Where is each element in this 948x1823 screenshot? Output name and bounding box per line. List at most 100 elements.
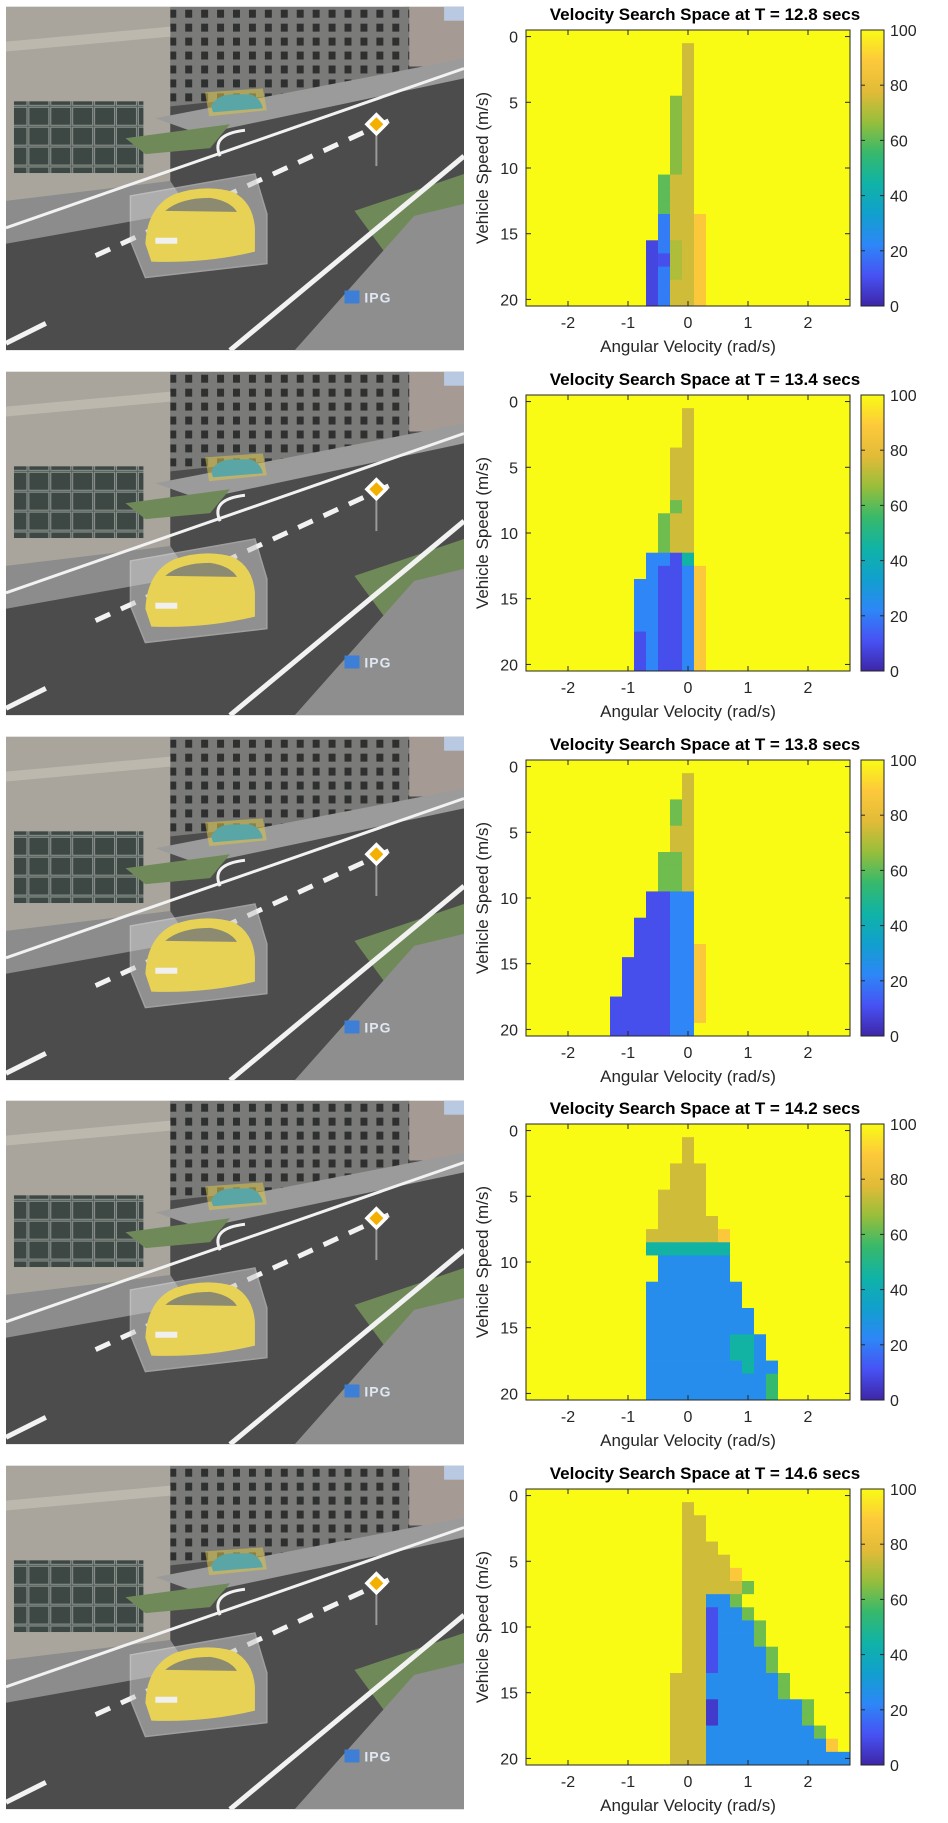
heatmap-cell (802, 878, 815, 892)
heatmap-cell (838, 487, 850, 501)
heatmap-cell (706, 983, 719, 997)
heatmap-cell (562, 1502, 575, 1516)
heatmap-cell (670, 996, 683, 1011)
heatmap-cell (610, 395, 623, 409)
heatmap-cell (766, 552, 779, 567)
heatmap-cell (778, 1360, 791, 1375)
heatmap-cell (550, 1751, 563, 1765)
heatmap-cell (526, 1607, 539, 1621)
heatmap-cell (646, 799, 659, 813)
heatmap-cell (838, 1541, 850, 1556)
heatmap-cell (814, 812, 827, 827)
heatmap-cell (634, 1150, 647, 1164)
heatmap-cell (610, 983, 623, 997)
heatmap-cell (706, 1489, 719, 1503)
heatmap-cell (778, 161, 791, 175)
heatmap-cell (682, 1137, 695, 1151)
heatmap-cell (658, 1176, 671, 1191)
heatmap-cell (586, 1725, 599, 1740)
heatmap-cell (538, 1554, 551, 1569)
heatmap-cell (814, 69, 827, 83)
heatmap-cell (718, 1242, 731, 1256)
heatmap-cell (610, 1137, 623, 1151)
heatmap-cell (706, 552, 719, 567)
heatmap-cell (538, 1386, 551, 1400)
colorbar-tick-label: 20 (890, 244, 908, 261)
heatmap-cell (694, 56, 707, 70)
heatmap-cell (814, 983, 827, 997)
heatmap-cell (706, 513, 719, 527)
heatmap-cell (778, 891, 791, 905)
heatmap-cell (574, 983, 587, 997)
heatmap-cell (622, 82, 635, 97)
heatmap-cell (562, 526, 575, 540)
heatmap-cell (574, 1321, 587, 1335)
heatmap-cell (766, 421, 779, 435)
heatmap-cell (622, 473, 635, 488)
heatmap-cell (634, 1646, 647, 1661)
heatmap-cell (538, 421, 551, 435)
heatmap-cell (586, 30, 599, 44)
heatmap-cell (670, 1567, 683, 1582)
panel-row: IPG -2 -1 0 1 2 0 5 10 15 20 Velocity Search Space… (0, 1459, 948, 1823)
heatmap-cell (658, 878, 671, 892)
heatmap-cell (538, 917, 551, 932)
heatmap-cell (562, 408, 575, 422)
heatmap-cell (778, 1633, 791, 1648)
heatmap-cell (574, 865, 587, 879)
heatmap-cell (730, 1202, 743, 1217)
heatmap-cell (658, 135, 671, 149)
heatmap-cell (826, 657, 839, 671)
heatmap-cell (730, 657, 743, 671)
heatmap-cell (682, 838, 695, 853)
heatmap-cell (586, 434, 599, 448)
heatmap-cell (574, 944, 587, 958)
heatmap-cell (694, 1554, 707, 1569)
heatmap-cell (826, 1581, 839, 1595)
heatmap-cell (562, 1308, 575, 1322)
heatmap-cell (706, 266, 719, 281)
heatmap-cell (790, 812, 803, 827)
heatmap-cell (682, 1163, 695, 1177)
heatmap-cell (802, 240, 815, 254)
heatmap-cell (622, 618, 635, 632)
heatmap-cell (766, 161, 779, 175)
heatmap-cell (706, 1268, 719, 1283)
heatmap-cell (814, 1176, 827, 1191)
heatmap-cell (586, 487, 599, 501)
heatmap-cell (598, 1163, 611, 1177)
heatmap-cell (694, 1334, 707, 1348)
heatmap-cell (586, 1712, 599, 1726)
heatmap-cell (754, 30, 767, 44)
heatmap-cell (526, 891, 539, 905)
heatmap-cell (706, 1321, 719, 1335)
heatmap-cell (706, 1686, 719, 1700)
heatmap-cell (766, 657, 779, 671)
heatmap-cell (526, 43, 539, 57)
heatmap-cell (526, 1189, 539, 1204)
heatmap-cell (730, 513, 743, 527)
heatmap-cell (574, 1176, 587, 1191)
heatmap-cell (574, 1163, 587, 1177)
heatmap-cell (526, 1646, 539, 1661)
heatmap-cell (730, 539, 743, 554)
heatmap-cell (682, 1294, 695, 1309)
heatmap-cell (730, 30, 743, 44)
heatmap-cell (622, 95, 635, 110)
heatmap-cell (670, 865, 683, 879)
heatmap-cell (682, 773, 695, 787)
heatmap-cell (754, 266, 767, 281)
heatmap-cell (742, 43, 755, 57)
heatmap-cell (550, 1022, 563, 1036)
heatmap-cell (730, 1659, 743, 1674)
heatmap-cell (742, 161, 755, 175)
heatmap-cell (838, 1751, 850, 1765)
y-tick-label: 0 (509, 1489, 518, 1506)
heatmap-cell (838, 408, 850, 422)
logo-icon (344, 1749, 360, 1763)
heatmap-cell (658, 526, 671, 540)
heatmap-cell (634, 1321, 647, 1335)
heatmap-cell (718, 148, 731, 162)
heatmap-cell (526, 69, 539, 83)
heatmap-cell (778, 473, 791, 488)
